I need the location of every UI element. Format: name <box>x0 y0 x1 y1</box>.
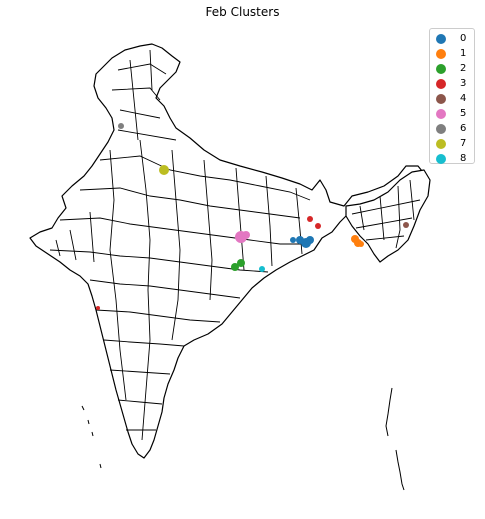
lakshadweep-islands <box>81 405 102 469</box>
legend-label: 2 <box>460 63 467 74</box>
legend-marker <box>436 108 446 119</box>
legend-item-5: 5 <box>436 106 474 121</box>
cluster-7-markers <box>159 165 169 175</box>
legend-marker <box>436 153 446 164</box>
cluster-4-marker-west <box>96 306 100 310</box>
legend-item-0: 0 <box>436 31 474 46</box>
legend-marker <box>436 33 446 44</box>
legend-label: 4 <box>460 93 467 104</box>
legend-item-8: 8 <box>436 151 474 166</box>
legend-item-2: 2 <box>436 61 474 76</box>
legend-marker <box>436 93 446 104</box>
legend-label: 1 <box>460 48 467 59</box>
legend: 0 1 2 3 4 5 6 7 8 <box>429 28 475 164</box>
legend-item-7: 7 <box>436 136 474 151</box>
legend-label: 5 <box>460 108 467 119</box>
legend-item-3: 3 <box>436 76 474 91</box>
legend-label: 7 <box>460 138 467 149</box>
cluster-0-markers <box>290 236 314 248</box>
legend-label: 3 <box>460 78 467 89</box>
andaman-islands <box>385 387 405 491</box>
india-outline <box>29 43 427 459</box>
northeast-outline <box>345 169 431 263</box>
legend-marker <box>436 123 446 134</box>
cluster-3-markers <box>307 216 321 229</box>
cluster-2-markers <box>231 259 245 271</box>
legend-marker <box>436 138 446 149</box>
legend-label: 8 <box>460 153 467 164</box>
legend-marker <box>436 78 446 89</box>
map-title: Feb Clusters <box>205 5 280 19</box>
cluster-4-markers <box>403 222 409 228</box>
legend-label: 0 <box>460 33 467 44</box>
legend-marker <box>436 63 446 74</box>
legend-item-6: 6 <box>436 121 474 136</box>
legend-item-4: 4 <box>436 91 474 106</box>
legend-label: 6 <box>460 123 467 134</box>
cluster-8-markers <box>259 266 265 272</box>
cluster-1-markers <box>351 235 364 247</box>
legend-item-1: 1 <box>436 46 474 61</box>
legend-marker <box>436 48 446 59</box>
cluster-5-markers <box>235 231 250 243</box>
cluster-6-markers <box>118 123 124 129</box>
